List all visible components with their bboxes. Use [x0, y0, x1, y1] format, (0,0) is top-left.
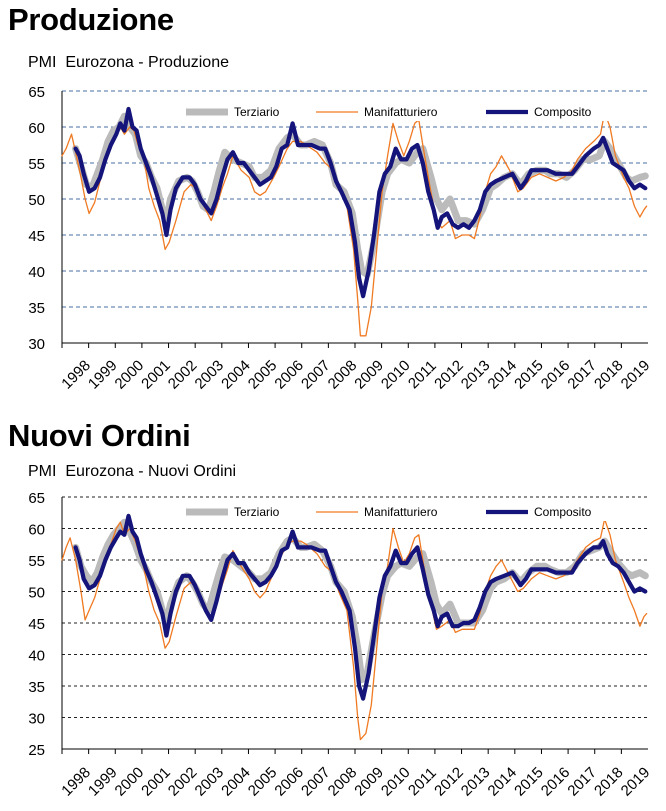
x-tick-label: 2017	[564, 357, 600, 393]
x-tick-label: 2010	[378, 764, 414, 800]
x-tick-label: 2010	[378, 357, 414, 393]
x-tick-label: 2013	[458, 357, 494, 393]
chart-title: Nuovi Ordini	[8, 418, 191, 453]
x-tick-label: 2013	[458, 764, 494, 800]
legend-label-terziario: Terziario	[234, 105, 280, 119]
chart-subtitle: PMI Eurozona - Nuovi Ordini	[28, 463, 237, 480]
x-tick-label: 2011	[405, 764, 440, 799]
x-tick-label: 2012	[431, 357, 467, 393]
x-tick-label: 2002	[165, 357, 201, 393]
y-tick-label: 45	[28, 228, 45, 245]
x-tick-label: 2015	[511, 357, 547, 393]
series-line-composito	[73, 513, 648, 701]
x-tick-label: 2008	[325, 764, 361, 800]
series-line-terziario	[72, 518, 649, 684]
x-tick-label: 2019	[618, 357, 654, 393]
x-tick-label: 2016	[538, 764, 574, 800]
y-tick-label: 65	[28, 84, 45, 101]
x-tick-label: 2001	[138, 764, 174, 800]
x-tick-label: 2006	[271, 357, 307, 393]
x-tick-label: 1999	[85, 357, 121, 393]
chart-panel-produzione: Produzione PMI Eurozona - Produzione 30 3…	[0, 0, 666, 405]
legend-background	[178, 503, 628, 521]
x-tick-label: 2006	[271, 764, 307, 800]
x-tick-label: 2000	[112, 764, 148, 800]
x-tick-label: 2000	[112, 357, 148, 393]
x-tick-label: 2001	[138, 357, 174, 393]
chart-title: Produzione	[8, 2, 174, 37]
x-tick-label: 2003	[192, 764, 228, 800]
y-tick-label: 55	[28, 553, 45, 570]
x-tick-label: 2011	[405, 357, 440, 392]
legend-label-manifatturiero: Manifatturiero	[364, 505, 438, 519]
x-tick-label: 2015	[511, 764, 547, 800]
x-tick-label: 1998	[58, 357, 94, 393]
x-tick-label: 2018	[591, 357, 627, 393]
legend: Terziario Manifatturiero Composito	[178, 103, 628, 121]
y-tick-label: 60	[28, 120, 45, 137]
x-tick-label: 2018	[591, 764, 627, 800]
x-tick-label: 2004	[218, 357, 254, 393]
x-tick-label: 2007	[298, 357, 334, 393]
legend: Terziario Manifatturiero Composito	[178, 503, 628, 521]
x-tick-label: 2007	[298, 764, 334, 800]
y-tick-label: 30	[28, 336, 45, 353]
y-tick-label: 35	[28, 300, 45, 317]
line-chart-produzione: 30 35 40 45 50 55 60 65 199819992000200120022003…	[28, 84, 654, 393]
x-tick-label: 2003	[192, 357, 228, 393]
chart-subtitle: PMI Eurozona - Produzione	[28, 54, 229, 71]
legend-background	[178, 103, 628, 121]
y-tick-label: 25	[28, 742, 45, 759]
x-tick-label: 2016	[538, 357, 574, 393]
x-tick-label: 1998	[58, 764, 94, 800]
y-tick-label: 50	[28, 585, 45, 602]
x-tick-label: 2002	[165, 764, 201, 800]
y-tick-label: 60	[28, 522, 45, 539]
y-tick-label: 65	[28, 490, 45, 507]
x-tick-label: 2008	[325, 357, 361, 393]
series-line-composito	[73, 106, 648, 299]
y-tick-label: 35	[28, 679, 45, 696]
legend-label-manifatturiero: Manifatturiero	[364, 105, 438, 119]
legend-label-composito: Composito	[534, 505, 592, 519]
y-tick-label: 30	[28, 711, 45, 728]
legend-label-terziario: Terziario	[234, 505, 280, 519]
y-tick-label: 50	[28, 192, 45, 209]
x-tick-label: 2004	[218, 764, 254, 800]
line-chart-nuovi-ordini: 2530354045505560651998199920002001200220…	[28, 490, 654, 800]
x-tick-label: 2014	[485, 357, 521, 393]
y-tick-label: 40	[28, 264, 45, 281]
y-tick-label: 45	[28, 616, 45, 633]
x-tick-label: 2009	[351, 764, 387, 800]
y-tick-label: 55	[28, 156, 45, 173]
x-tick-label: 2019	[618, 764, 654, 800]
x-tick-label: 2005	[245, 357, 281, 393]
x-tick-label: 2005	[245, 764, 281, 800]
x-tick-label: 2009	[351, 357, 387, 393]
x-tick-label: 2017	[564, 764, 600, 800]
series-line-terziario	[72, 112, 649, 279]
x-tick-label: 1999	[85, 764, 121, 800]
legend-label-composito: Composito	[534, 105, 592, 119]
chart-panel-nuovi-ordini: Nuovi Ordini PMI Eurozona - Nuovi Ordini…	[0, 405, 666, 811]
x-tick-label: 2014	[485, 764, 521, 800]
x-tick-label: 2012	[431, 764, 467, 800]
y-tick-label: 40	[28, 648, 45, 665]
